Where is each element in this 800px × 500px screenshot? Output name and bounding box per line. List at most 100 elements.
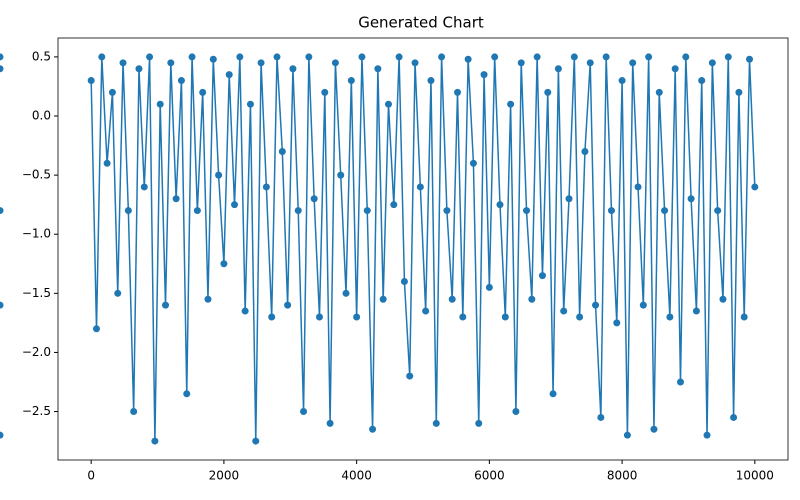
marker [682, 53, 690, 61]
marker [533, 53, 541, 61]
marker [448, 295, 456, 303]
marker [618, 77, 626, 85]
marker [246, 100, 254, 108]
marker [735, 88, 743, 96]
marker [331, 59, 339, 67]
marker [422, 307, 430, 315]
x-tick-label: 4000 [341, 469, 372, 483]
marker [225, 71, 233, 79]
marker [586, 59, 594, 67]
marker [432, 419, 440, 427]
marker [544, 88, 552, 96]
marker [475, 419, 483, 427]
y-tick-label: −0.5 [22, 168, 51, 182]
marker [146, 53, 154, 61]
marker [321, 88, 329, 96]
marker [443, 207, 451, 215]
marker [140, 183, 148, 191]
marker [209, 55, 217, 63]
marker [438, 53, 446, 61]
marker [305, 53, 313, 61]
marker [523, 207, 531, 215]
marker [400, 278, 408, 286]
marker [188, 53, 196, 61]
marker [692, 307, 700, 315]
marker [517, 59, 525, 67]
marker [358, 53, 366, 61]
marker [746, 55, 754, 63]
y-tick-label: −1.5 [22, 286, 51, 300]
marker [108, 88, 116, 96]
marker [315, 313, 323, 321]
marker [130, 408, 138, 416]
marker [454, 88, 462, 96]
marker [0, 301, 4, 309]
marker [427, 77, 435, 85]
marker [480, 71, 488, 79]
marker [592, 301, 600, 309]
marker [655, 88, 663, 96]
marker [384, 100, 392, 108]
marker [241, 307, 249, 315]
marker [687, 195, 695, 203]
marker [374, 65, 382, 73]
marker [103, 159, 111, 167]
marker [156, 100, 164, 108]
marker [284, 301, 292, 309]
marker [326, 419, 334, 427]
marker [300, 408, 308, 416]
line [90, 56, 756, 442]
marker [666, 313, 674, 321]
marker [623, 431, 631, 439]
marker [570, 53, 578, 61]
marker [353, 313, 361, 321]
marker [459, 313, 467, 321]
marker [172, 195, 180, 203]
marker [289, 65, 297, 73]
marker [98, 53, 106, 61]
marker [124, 207, 132, 215]
x-tick-label: 6000 [474, 469, 505, 483]
marker [528, 295, 536, 303]
marker [183, 390, 191, 398]
marker [496, 201, 504, 209]
marker [698, 77, 706, 85]
marker [714, 207, 722, 215]
marker [369, 425, 377, 433]
y-tick-label: 0.0 [32, 109, 51, 123]
marker [167, 59, 175, 67]
marker [220, 260, 228, 268]
marker [629, 59, 637, 67]
marker [193, 207, 201, 215]
marker [719, 295, 727, 303]
marker [337, 171, 345, 179]
marker [597, 413, 605, 421]
marker [278, 147, 286, 155]
marker [310, 195, 318, 203]
marker [0, 431, 4, 439]
marker [395, 53, 403, 61]
marker [560, 307, 568, 315]
marker [645, 53, 653, 61]
marker [268, 313, 276, 321]
marker [485, 283, 493, 291]
marker [549, 390, 557, 398]
marker [236, 53, 244, 61]
y-tick-label: −2.5 [22, 404, 51, 418]
marker [363, 207, 371, 215]
y-tick-label: −2.0 [22, 345, 51, 359]
marker [740, 313, 748, 321]
marker [342, 289, 350, 297]
marker [565, 195, 573, 203]
chart-title: Generated Chart [358, 14, 484, 32]
marker [231, 201, 239, 209]
marker [602, 53, 610, 61]
marker [87, 77, 95, 85]
marker [215, 171, 223, 179]
marker [406, 372, 414, 380]
marker [703, 431, 711, 439]
marker [0, 207, 4, 215]
marker [469, 159, 477, 167]
